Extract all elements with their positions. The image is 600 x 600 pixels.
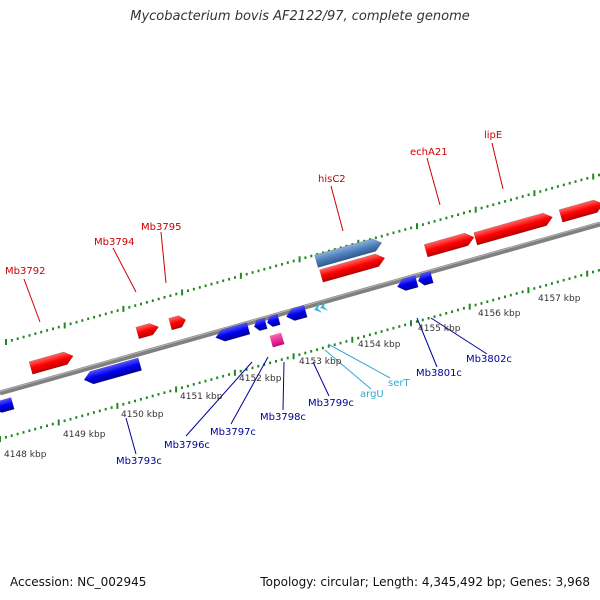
gene-mb3794[interactable] <box>135 321 160 340</box>
gene-label-lipe[interactable]: lipE <box>484 130 502 141</box>
genome-summary-text: Topology: circular; Length: 4,345,492 bp… <box>260 575 590 589</box>
tick-label-4148: 4148 kbp <box>4 450 47 460</box>
gene-label-mb3801c[interactable]: Mb3801c <box>416 368 462 379</box>
map-title: Mycobacterium bovis AF2122/97, complete … <box>130 9 470 24</box>
tick-label-4155: 4155 kbp <box>418 324 461 334</box>
gene-label-mb3795[interactable]: Mb3795 <box>141 222 181 233</box>
gene-lipe[interactable] <box>473 211 555 246</box>
accession-text: Accession: NC_002945 <box>10 575 147 589</box>
gene-mb3799c[interactable] <box>285 305 308 323</box>
tick-label-4153: 4153 kbp <box>299 357 342 367</box>
gene-label-mb3792[interactable]: Mb3792 <box>5 266 45 277</box>
gene-mb3795[interactable] <box>168 314 188 331</box>
gene-label-echa21[interactable]: echA21 <box>410 147 448 158</box>
gene-label-mb3794[interactable]: Mb3794 <box>94 237 134 248</box>
label-leader-lines <box>23 142 504 455</box>
tick-labels: 4148 kbp 4149 kbp 4150 kbp 4151 kbp 4152… <box>4 294 581 460</box>
gene-mb3802c[interactable] <box>417 271 434 286</box>
gene-mb3796[interactable] <box>558 198 600 223</box>
forward-ruler-ticks <box>5 173 600 345</box>
tick-label-4152: 4152 kbp <box>239 374 282 384</box>
tick-label-4149: 4149 kbp <box>63 430 106 440</box>
gene-mb3798c[interactable] <box>269 332 285 348</box>
gene-label-mb3793c[interactable]: Mb3793c <box>116 456 162 467</box>
reverse-ruler-ticks <box>0 269 600 442</box>
gene-mb3796c[interactable] <box>214 322 251 344</box>
tick-label-4157: 4157 kbp <box>538 294 581 304</box>
gene-labels: Mb3792 Mb3794 Mb3795 hisC2 echA21 lipE M… <box>5 130 512 467</box>
gene-label-mb3799c[interactable]: Mb3799c <box>308 398 354 409</box>
gene-mb3797c[interactable] <box>253 317 268 332</box>
gene-mb3793c[interactable] <box>82 357 142 386</box>
gene-mb3792[interactable] <box>28 350 75 375</box>
gene-hisc2[interactable] <box>319 252 386 283</box>
gene-hisc2-selected[interactable] <box>314 237 384 268</box>
tick-label-4150: 4150 kbp <box>121 410 164 420</box>
gene-label-argu[interactable]: argU <box>360 389 384 400</box>
gene-features <box>0 198 600 415</box>
gene-mb3801c[interactable] <box>396 275 419 293</box>
gene-mb3791c[interactable] <box>0 397 15 415</box>
gene-label-sert[interactable]: serT <box>388 378 410 389</box>
gene-label-mb3797c[interactable]: Mb3797c <box>210 427 256 438</box>
gene-label-mb3796c[interactable]: Mb3796c <box>164 440 210 451</box>
trna-argu[interactable] <box>313 303 323 315</box>
tick-label-4156: 4156 kbp <box>478 309 521 319</box>
gene-label-mb3802c[interactable]: Mb3802c <box>466 354 512 365</box>
gene-echa21[interactable] <box>423 231 476 258</box>
tick-label-4154: 4154 kbp <box>358 340 401 350</box>
gene-label-mb3798c[interactable]: Mb3798c <box>260 412 306 423</box>
gene-mb3798c-b[interactable] <box>266 313 281 328</box>
gene-label-hisc2[interactable]: hisC2 <box>318 174 346 185</box>
tick-label-4151: 4151 kbp <box>180 392 223 402</box>
trna-sert[interactable] <box>319 301 329 313</box>
